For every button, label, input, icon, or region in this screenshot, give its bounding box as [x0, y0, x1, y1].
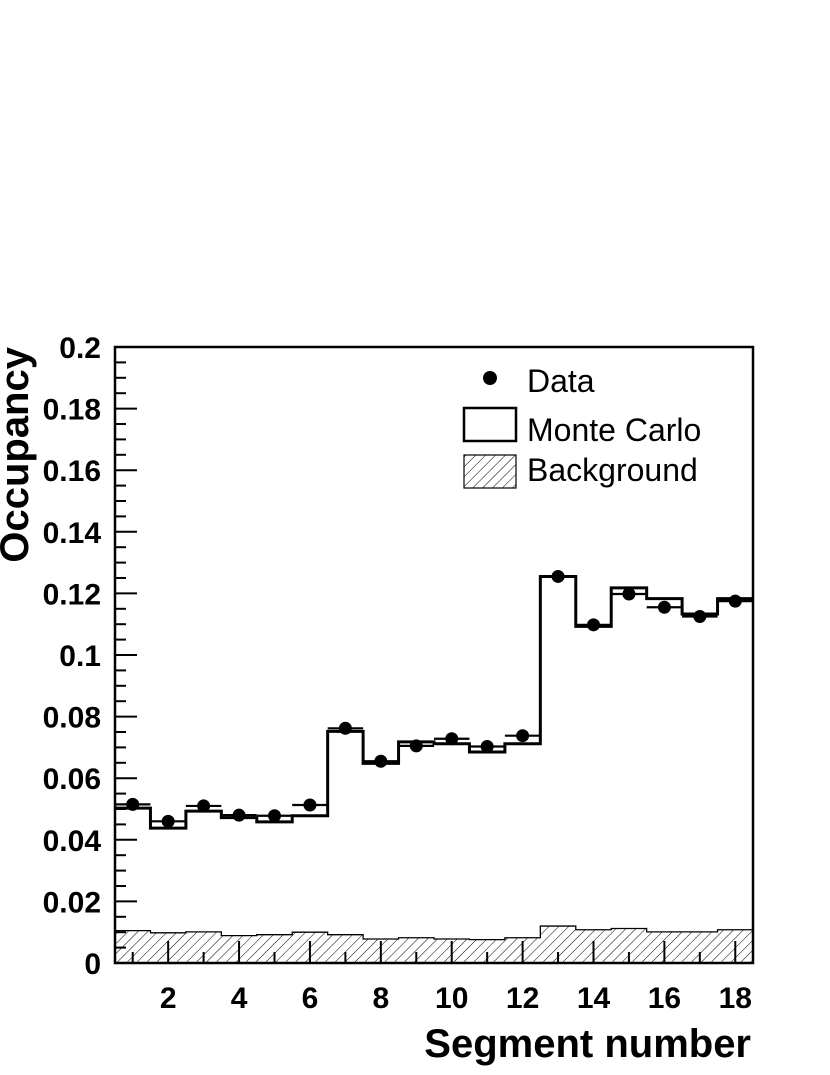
- data-point: [575, 618, 612, 632]
- data-point: [646, 600, 683, 614]
- x-tick-label: 18: [719, 982, 752, 1015]
- data-point: [434, 732, 470, 746]
- monte-carlo-series: [115, 574, 753, 830]
- y-tick-label: 0.12: [43, 578, 101, 611]
- x-tick-label: 10: [435, 982, 468, 1015]
- x-tick-label: 2: [160, 982, 177, 1015]
- legend-monte-carlo-swatch: [462, 406, 518, 443]
- data-point: [185, 799, 222, 813]
- y-tick-label: 0.1: [59, 640, 101, 673]
- legend-background-label: Background: [527, 452, 698, 488]
- data-point: [504, 729, 541, 743]
- x-tick-label: 4: [231, 982, 248, 1015]
- x-tick-label: 14: [577, 982, 611, 1015]
- y-tick-label: 0.14: [43, 517, 102, 550]
- x-axis-title: Segment number: [424, 1022, 751, 1066]
- legend: Data Monte Carlo Background: [462, 363, 701, 489]
- y-tick-label: 0.08: [43, 702, 101, 735]
- y-tick-label: 0.02: [43, 886, 101, 919]
- data-point: [398, 739, 434, 753]
- data-point: [221, 808, 257, 822]
- data-point: [469, 739, 505, 753]
- data-point: [292, 798, 328, 812]
- legend-background-swatch: [463, 454, 517, 489]
- data-point: [256, 809, 293, 823]
- data-series: [115, 569, 753, 828]
- background-series: [115, 925, 753, 963]
- y-tick-label: 0: [84, 948, 101, 981]
- legend-monte-carlo-label: Monte Carlo: [527, 412, 701, 448]
- data-point: [682, 610, 718, 623]
- data-point: [363, 754, 399, 768]
- y-tick-label: 0.16: [43, 455, 101, 488]
- y-axis-title: Occupancy: [0, 346, 37, 562]
- data-point: [540, 569, 576, 583]
- legend-data-marker: [483, 371, 497, 385]
- y-tick-label: 0.04: [43, 825, 102, 858]
- axis-ticks: [115, 346, 737, 964]
- data-point: [327, 721, 364, 735]
- x-tick-labels: 2 4 6 8 10 12 14 16 18: [160, 982, 752, 1015]
- x-tick-label: 12: [506, 982, 539, 1015]
- y-tick-label: 0.06: [43, 763, 101, 796]
- data-point: [150, 814, 186, 828]
- y-tick-label: 0.18: [43, 394, 101, 427]
- background-outline: [115, 925, 753, 941]
- x-tick-label: 16: [648, 982, 681, 1015]
- data-point: [717, 594, 753, 608]
- y-tick-labels: 0 0.02 0.04 0.06 0.08 0.1 0.12 0.14 0.16 0.18 0.2: [43, 332, 102, 981]
- data-point: [115, 797, 151, 811]
- data-point: [611, 587, 647, 601]
- legend-data-label: Data: [527, 363, 595, 399]
- y-tick-label: 0.2: [59, 332, 101, 365]
- x-tick-label: 8: [372, 982, 389, 1015]
- monte-carlo-step-line: [115, 574, 753, 830]
- x-tick-label: 6: [302, 982, 319, 1015]
